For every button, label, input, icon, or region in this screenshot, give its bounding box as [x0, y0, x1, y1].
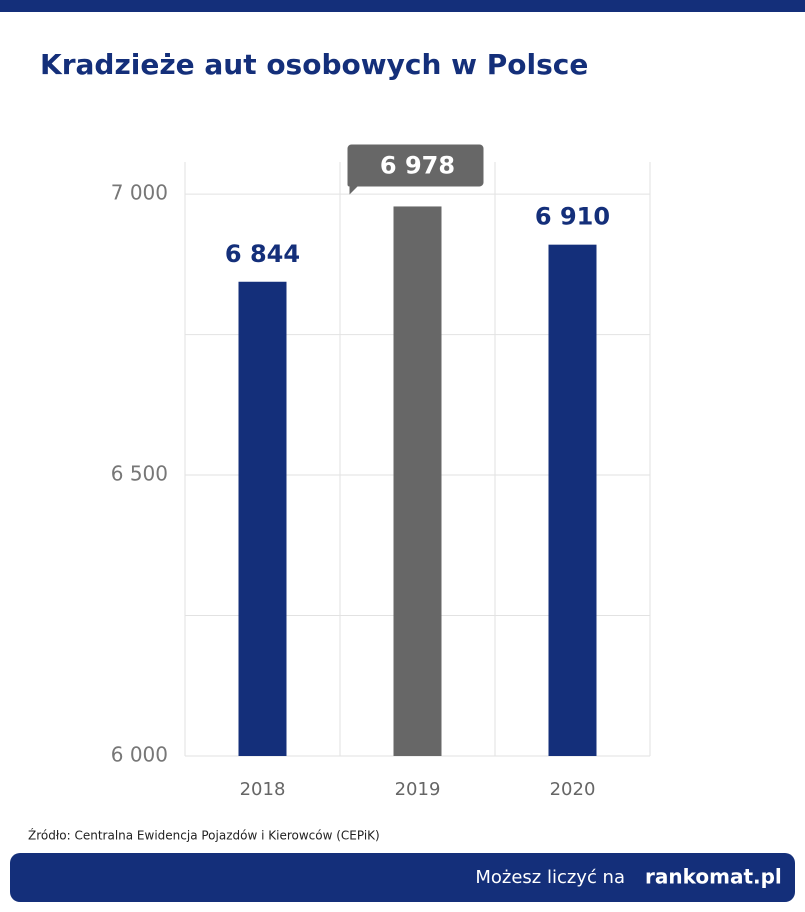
plot: 6 000 6 500 7 000 2018 6 844 2019 6 978 2020 6 9…	[111, 144, 651, 800]
chart-title: Kradzieże aut osobowych w Polsce	[40, 48, 588, 81]
callout-box	[347, 144, 484, 195]
x-tick-label: 2018	[240, 779, 286, 800]
value-label: 6 910	[535, 203, 610, 231]
footer-band	[10, 853, 795, 902]
bar	[393, 206, 442, 756]
value-label: 6 978	[380, 151, 455, 179]
bar	[548, 244, 597, 756]
y-tick-label: 6 000	[111, 743, 168, 767]
value-label: 6 844	[225, 240, 300, 268]
bar	[238, 281, 287, 756]
x-tick-label: 2019	[395, 779, 441, 800]
top-band	[0, 0, 805, 12]
footer-tagline: Możesz liczyć na	[475, 867, 625, 888]
y-tick-label: 6 500	[111, 462, 168, 486]
x-tick-label: 2020	[550, 779, 596, 800]
y-tick-label: 7 000	[111, 181, 168, 205]
source: Źródło: Centralna Ewidencja Pojazdów i K…	[28, 828, 380, 843]
brand-logo: rankomat.pl	[645, 865, 782, 889]
